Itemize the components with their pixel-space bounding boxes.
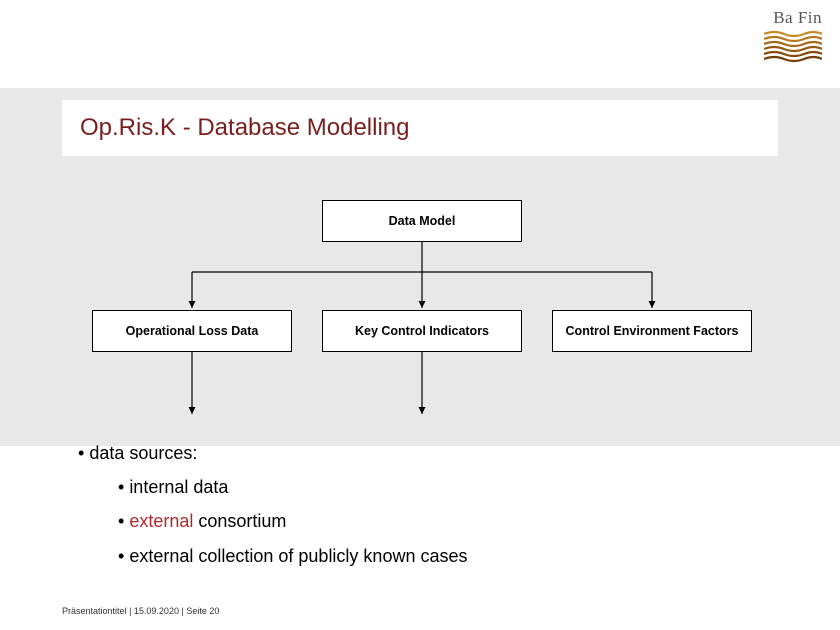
bullet-item: external consortium [118, 504, 468, 538]
logo: Ba Fin [764, 8, 822, 71]
footer-title: Präsentationtitel [62, 606, 127, 616]
bullet-main: data sources: [78, 436, 468, 470]
footer-date: 15.09.2020 [134, 606, 179, 616]
footer: Präsentationtitel | 15.09.2020 | Seite 2… [62, 606, 219, 616]
diagram-node-n1: Operational Loss Data [92, 310, 292, 352]
page-title: Op.Ris.K - Database Modelling [80, 114, 409, 142]
footer-page-num: 20 [209, 606, 219, 616]
logo-graphic-icon [764, 30, 822, 66]
bullet-item: internal data [118, 470, 468, 504]
logo-text: Ba Fin [764, 8, 822, 28]
bullet-item: external collection of publicly known ca… [118, 539, 468, 573]
title-box: Op.Ris.K - Database Modelling [62, 100, 778, 156]
footer-page-label: Seite [186, 606, 207, 616]
bullet-list: data sources: internal dataexternal cons… [78, 436, 468, 573]
diagram-node-n3: Control Environment Factors [552, 310, 752, 352]
diagram: Data Model Operational Loss Data Key Contr… [62, 190, 778, 420]
diagram-node-root: Data Model [322, 200, 522, 242]
diagram-node-n2: Key Control Indicators [322, 310, 522, 352]
highlighted-word: external [129, 511, 193, 531]
